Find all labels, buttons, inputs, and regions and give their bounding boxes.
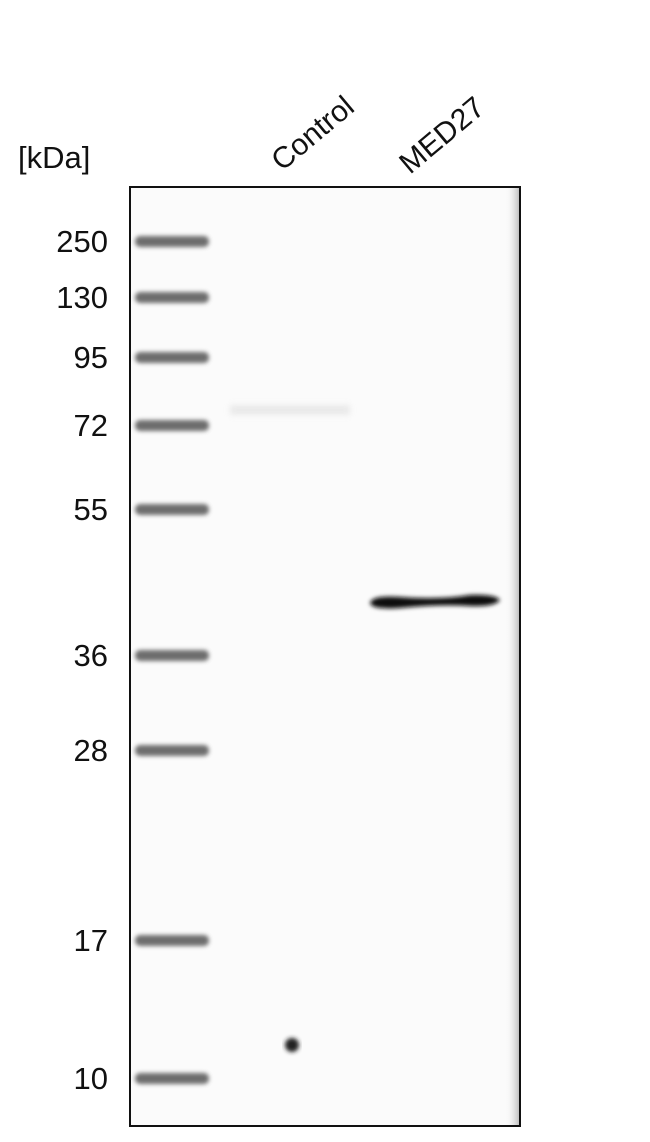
marker-label: 95 <box>74 340 108 375</box>
marker-label: 130 <box>56 280 108 315</box>
marker-label: 250 <box>56 224 108 259</box>
membrane-edge <box>505 188 519 1125</box>
marker-label: 36 <box>74 638 108 673</box>
marker-band <box>135 935 209 946</box>
spot <box>285 1038 299 1052</box>
protein-band <box>370 594 500 609</box>
marker-label: 10 <box>74 1061 108 1096</box>
marker-band <box>135 292 209 303</box>
marker-band <box>135 420 209 431</box>
marker-label: 28 <box>74 733 108 768</box>
unit-label: [kDa] <box>18 140 90 175</box>
marker-label: 72 <box>74 408 108 443</box>
marker-band <box>135 745 209 756</box>
marker-ladder: 250 130 95 72 55 36 28 17 10 <box>56 224 209 1096</box>
marker-band <box>135 236 209 247</box>
marker-band <box>135 650 209 661</box>
marker-band <box>135 1073 209 1084</box>
marker-band <box>135 352 209 363</box>
marker-band <box>135 504 209 515</box>
marker-label: 55 <box>74 492 108 527</box>
marker-label: 17 <box>74 923 108 958</box>
faint-band <box>230 405 350 415</box>
